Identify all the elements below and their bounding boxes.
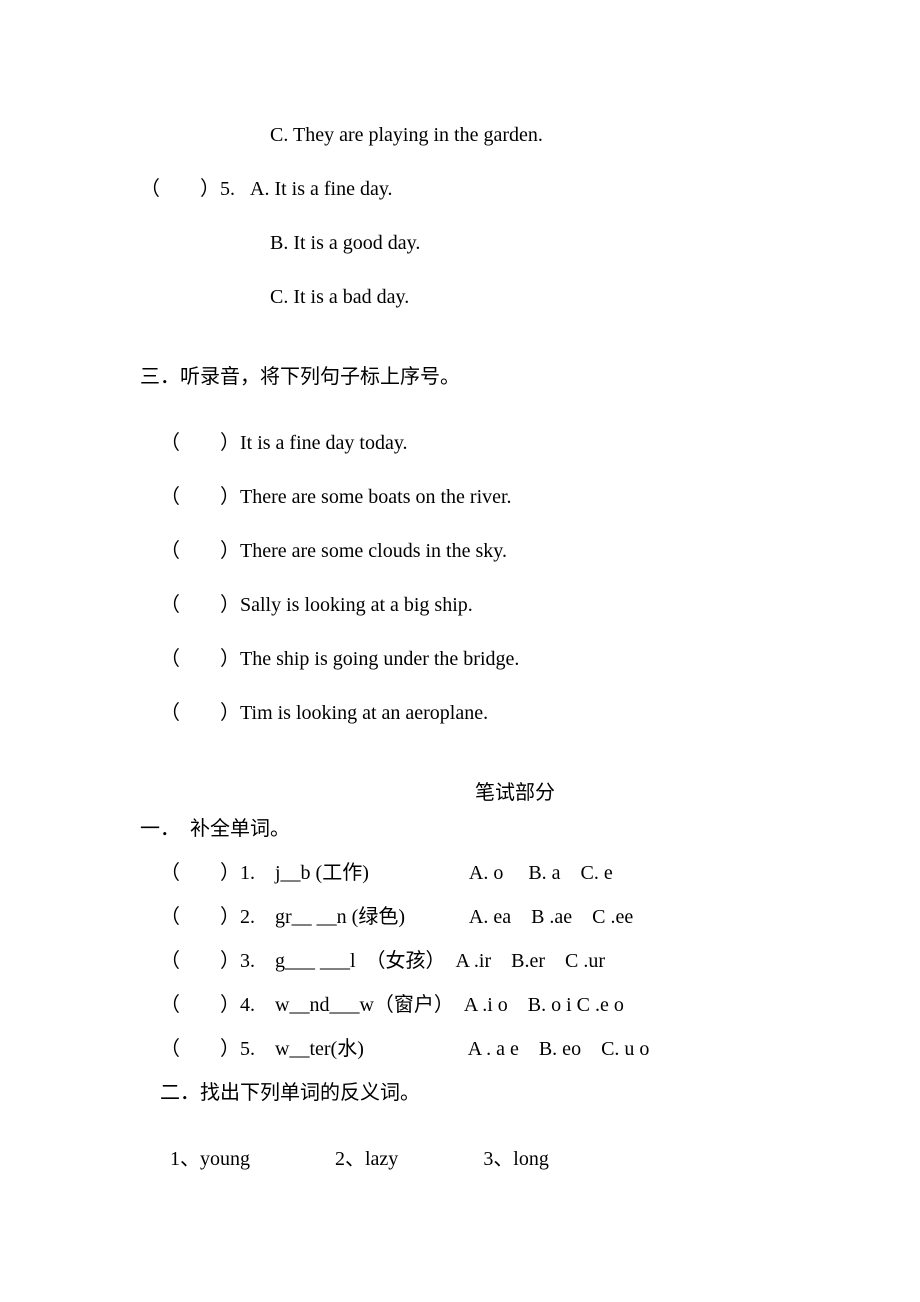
ordering-item[interactable]: （ ）There are some boats on the river. <box>140 482 780 512</box>
antonym-word: 2、lazy <box>335 1144 398 1174</box>
answer-bracket[interactable]: （ ）5. <box>140 174 235 204</box>
written-s2-title: 二．找出下列单词的反义词。 <box>140 1078 780 1108</box>
question-5-option-c: C. It is a bad day. <box>140 282 780 312</box>
fill-word-item[interactable]: （ ）3. g___ ___l （女孩） A .ir B.er C .ur <box>140 946 780 976</box>
ordering-item[interactable]: （ ）There are some clouds in the sky. <box>140 536 780 566</box>
prev-question-option-c: C. They are playing in the garden. <box>140 120 780 150</box>
question-5-option-a: A. It is a fine day. <box>240 178 393 200</box>
antonym-word: 1、young <box>170 1144 250 1174</box>
ordering-item[interactable]: （ ）It is a fine day today. <box>140 428 780 458</box>
ordering-item[interactable]: （ ）Sally is looking at a big ship. <box>140 590 780 620</box>
antonym-word: 3、long <box>483 1144 549 1174</box>
section-3-list: （ ）It is a fine day today. （ ）There are … <box>140 428 780 728</box>
section-3-title: 三．听录音，将下列句子标上序号。 <box>140 362 780 392</box>
written-section-title: 笔试部分 <box>140 778 780 808</box>
question-5-option-b: B. It is a good day. <box>140 228 780 258</box>
written-s1-title: 一． 补全单词。 <box>140 814 780 844</box>
ordering-item[interactable]: （ ）Tim is looking at an aeroplane. <box>140 698 780 728</box>
fill-word-item[interactable]: （ ）2. gr__ __n (绿色) A. ea B .ae C .ee <box>140 902 780 932</box>
fill-word-item[interactable]: （ ）4. w__nd___w（窗户） A .i o B. o i C .e o <box>140 990 780 1020</box>
fill-word-item[interactable]: （ ）1. j__b (工作) A. o B. a C. e <box>140 858 780 888</box>
worksheet-page: C. They are playing in the garden. （ ）5.… <box>0 0 920 1258</box>
fill-word-item[interactable]: （ ）5. w__ter(水) A . a e B. eo C. u o <box>140 1034 780 1064</box>
ordering-item[interactable]: （ ）The ship is going under the bridge. <box>140 644 780 674</box>
antonym-row: 1、young 2、lazy 3、long <box>140 1144 780 1174</box>
question-5-row: （ ）5. A. It is a fine day. <box>140 174 780 204</box>
written-section-1: 一． 补全单词。 （ ）1. j__b (工作) A. o B. a C. e … <box>140 814 780 1108</box>
